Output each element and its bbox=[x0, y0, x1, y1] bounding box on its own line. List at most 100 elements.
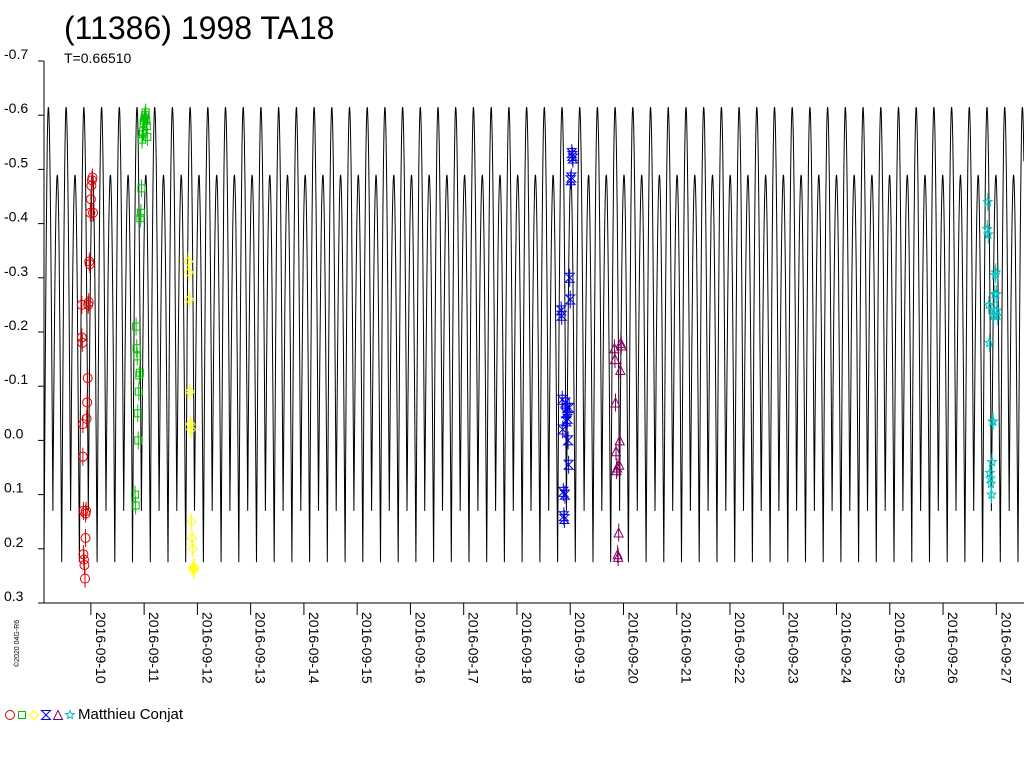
x-tick-label: 2016-09-15 bbox=[359, 612, 375, 684]
data-point bbox=[989, 269, 1001, 280]
data-point bbox=[985, 478, 997, 489]
data-point bbox=[134, 387, 143, 396]
data-point bbox=[138, 130, 147, 139]
x-tick-label: 2016-09-13 bbox=[253, 612, 269, 684]
y-tick-label: -0.1 bbox=[4, 371, 28, 387]
data-point bbox=[609, 342, 620, 354]
series-diamond bbox=[183, 252, 200, 580]
data-point bbox=[563, 402, 575, 413]
series-circle bbox=[76, 168, 98, 588]
legend-symbols bbox=[5, 709, 76, 721]
x-tick-label: 2016-09-25 bbox=[892, 612, 908, 684]
data-point bbox=[612, 548, 623, 560]
data-point bbox=[80, 532, 91, 543]
x-tick-label: 2016-09-23 bbox=[785, 612, 801, 684]
data-point bbox=[610, 396, 621, 408]
data-point bbox=[188, 562, 200, 573]
y-tick-label: 0.0 bbox=[4, 425, 24, 441]
data-point bbox=[143, 132, 152, 141]
x-tick-label: 2016-09-21 bbox=[679, 612, 695, 684]
data-point bbox=[133, 409, 142, 418]
data-point bbox=[83, 297, 94, 308]
data-point bbox=[78, 549, 89, 560]
data-point bbox=[563, 272, 576, 283]
data-point bbox=[612, 551, 624, 562]
series-square bbox=[131, 103, 152, 515]
chart-subtitle: T=0.66510 bbox=[64, 50, 132, 66]
data-point bbox=[141, 111, 150, 120]
data-point bbox=[184, 386, 196, 397]
data-point bbox=[185, 418, 196, 430]
data-point bbox=[131, 490, 140, 499]
data-point bbox=[555, 310, 568, 321]
data-point bbox=[77, 451, 88, 462]
data-point bbox=[132, 322, 141, 331]
data-point bbox=[983, 336, 995, 348]
y-tick-label: -0.2 bbox=[4, 317, 28, 333]
data-point bbox=[615, 337, 627, 348]
data-point bbox=[983, 299, 995, 310]
legend-symbol-triangle bbox=[52, 709, 64, 720]
data-point bbox=[616, 339, 627, 351]
model-curve-layer bbox=[43, 107, 1024, 563]
x-tick-label: 2016-09-24 bbox=[839, 612, 855, 684]
data-point bbox=[142, 116, 151, 125]
data-point bbox=[187, 562, 199, 573]
data-point bbox=[133, 352, 142, 361]
data-point bbox=[135, 371, 144, 380]
data-point bbox=[183, 267, 195, 278]
legend-symbol-diamond bbox=[28, 709, 40, 721]
y-tick-label: -0.5 bbox=[4, 154, 28, 170]
chart-title: (11386) 1998 TA18 bbox=[64, 10, 335, 46]
data-point bbox=[609, 353, 621, 365]
data-point bbox=[141, 108, 150, 117]
x-tick-label: 2016-09-18 bbox=[519, 612, 535, 684]
data-point bbox=[76, 332, 87, 343]
data-point bbox=[136, 208, 145, 217]
data-point bbox=[559, 489, 571, 500]
data-point bbox=[85, 194, 96, 205]
x-tick-label: 2016-09-19 bbox=[572, 612, 588, 684]
data-point bbox=[86, 180, 97, 191]
data-point bbox=[614, 434, 626, 446]
data-point bbox=[613, 526, 624, 538]
x-tick-label: 2016-09-17 bbox=[466, 612, 482, 684]
data-point bbox=[79, 560, 90, 571]
data-point bbox=[78, 554, 89, 565]
data-point bbox=[986, 456, 998, 467]
x-tick-label: 2016-09-16 bbox=[412, 612, 428, 684]
data-point bbox=[140, 113, 149, 122]
data-point bbox=[82, 373, 93, 384]
data-point bbox=[562, 435, 574, 446]
y-tick-label: 0.3 bbox=[4, 588, 24, 604]
data-point bbox=[77, 337, 88, 348]
y-tick-label: 0.1 bbox=[4, 480, 24, 496]
data-points-layer bbox=[76, 103, 1003, 588]
data-point bbox=[985, 488, 998, 500]
legend-symbol-bowtie bbox=[40, 710, 52, 720]
data-point bbox=[84, 259, 95, 270]
x-tick-label: 2016-09-22 bbox=[732, 612, 748, 684]
data-point bbox=[610, 445, 622, 457]
data-point bbox=[80, 573, 91, 584]
y-tick-label: -0.6 bbox=[4, 100, 28, 116]
data-point bbox=[613, 459, 625, 470]
legend-observer-label: Matthieu Conjat bbox=[78, 706, 184, 723]
data-point bbox=[990, 288, 1002, 299]
x-tick-label: 2016-09-12 bbox=[199, 612, 215, 684]
data-point bbox=[184, 294, 195, 305]
series-bowtie bbox=[555, 144, 579, 528]
x-tick-label: 2016-09-26 bbox=[945, 612, 961, 684]
data-point bbox=[85, 207, 96, 218]
data-point bbox=[76, 299, 87, 310]
data-point bbox=[982, 196, 994, 207]
data-point bbox=[981, 223, 993, 234]
data-point bbox=[132, 344, 141, 353]
data-point bbox=[186, 516, 197, 527]
y-tick-label: 0.2 bbox=[4, 534, 24, 550]
data-point bbox=[562, 459, 575, 470]
data-point bbox=[142, 122, 151, 131]
data-point bbox=[187, 543, 198, 555]
data-point bbox=[558, 513, 571, 524]
model-curve bbox=[43, 107, 1024, 563]
